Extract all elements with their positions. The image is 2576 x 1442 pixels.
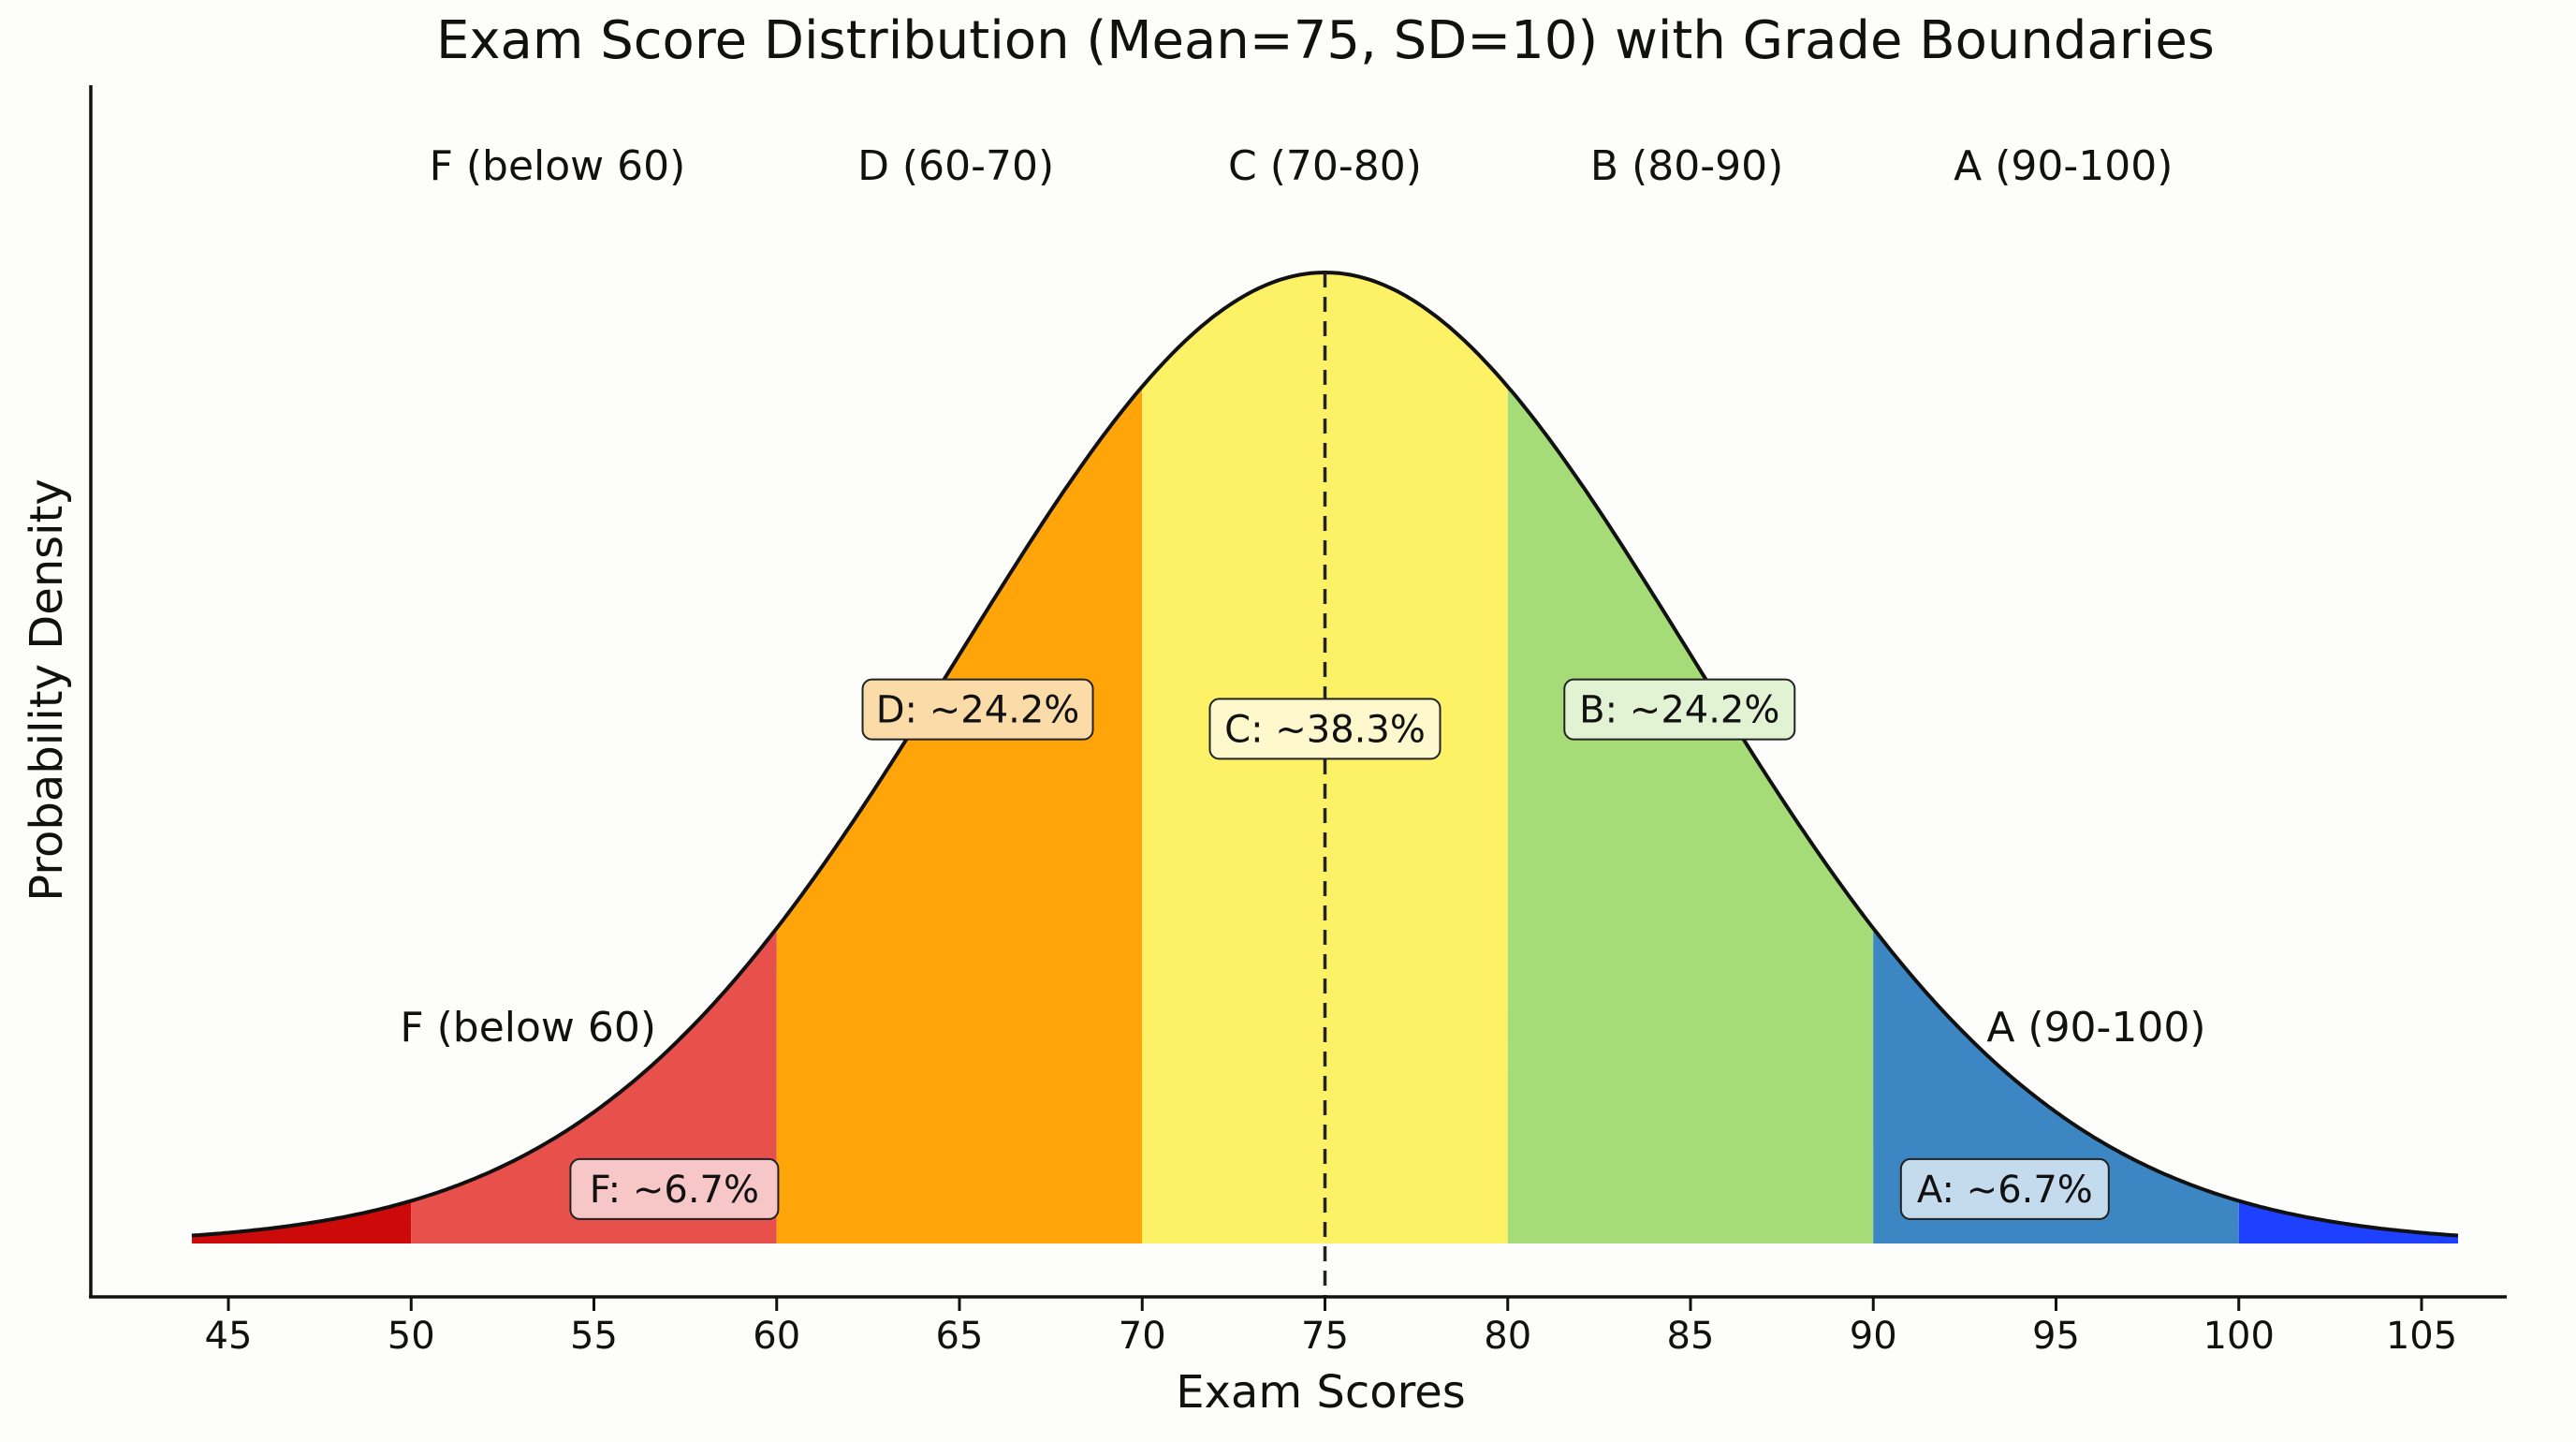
grade-label-top: A (90-100) [1954, 142, 2173, 190]
x-tick-label: 105 [2386, 1315, 2457, 1358]
region-44-50 [191, 1200, 412, 1243]
grade-label-top: F (below 60) [430, 142, 686, 190]
x-tick-label: 95 [2032, 1315, 2080, 1358]
region-100-106 [2238, 1200, 2459, 1243]
grade-label-side: A (90-100) [1986, 1004, 2205, 1052]
x-axis-label: Exam Scores [1176, 1366, 1466, 1419]
x-tick-label: 65 [936, 1315, 984, 1358]
region-80-90 [1507, 386, 1874, 1243]
x-tick-label: 90 [1850, 1315, 1897, 1358]
grade-label-top: B (80-90) [1590, 142, 1783, 190]
percent-label-box [1899, 1157, 2110, 1220]
x-tick-label: 60 [753, 1315, 800, 1358]
chart-title: Exam Score Distribution (Mean=75, SD=10)… [436, 10, 2215, 71]
percent-label-box [861, 678, 1094, 741]
x-tick-label: 80 [1484, 1315, 1531, 1358]
annotations: F (below 60) D (60-70) C (70-80) B (80-90) A… [400, 142, 2206, 1220]
x-tick-label: 85 [1667, 1315, 1715, 1358]
percent-label: D: ~24.2% [876, 689, 1080, 732]
region-60-70 [776, 386, 1143, 1243]
x-tick-label: 50 [388, 1315, 435, 1358]
percent-label-box [569, 1157, 780, 1220]
grade-label-top: C (70-80) [1228, 142, 1422, 190]
percent-label-box [1563, 678, 1796, 741]
percent-label: A: ~6.7% [1917, 1169, 2093, 1212]
y-axis-label: Probability Density [21, 478, 73, 901]
percent-label-box [1208, 698, 1442, 760]
percent-label: C: ~38.3% [1224, 708, 1426, 751]
x-tick-label: 100 [2203, 1315, 2275, 1358]
x-tick-label: 55 [570, 1315, 618, 1358]
x-tick-label: 75 [1301, 1315, 1349, 1358]
x-tick-label: 45 [205, 1315, 253, 1358]
x-ticks: 45 50 55 60 65 70 75 80 85 90 95 100 105 [205, 1297, 2457, 1358]
grade-label-side: F (below 60) [400, 1004, 656, 1052]
x-tick-label: 70 [1119, 1315, 1166, 1358]
percent-label: B: ~24.2% [1579, 689, 1779, 732]
percent-label: F: ~6.7% [590, 1169, 759, 1212]
grade-label-top: D (60-70) [857, 142, 1054, 190]
